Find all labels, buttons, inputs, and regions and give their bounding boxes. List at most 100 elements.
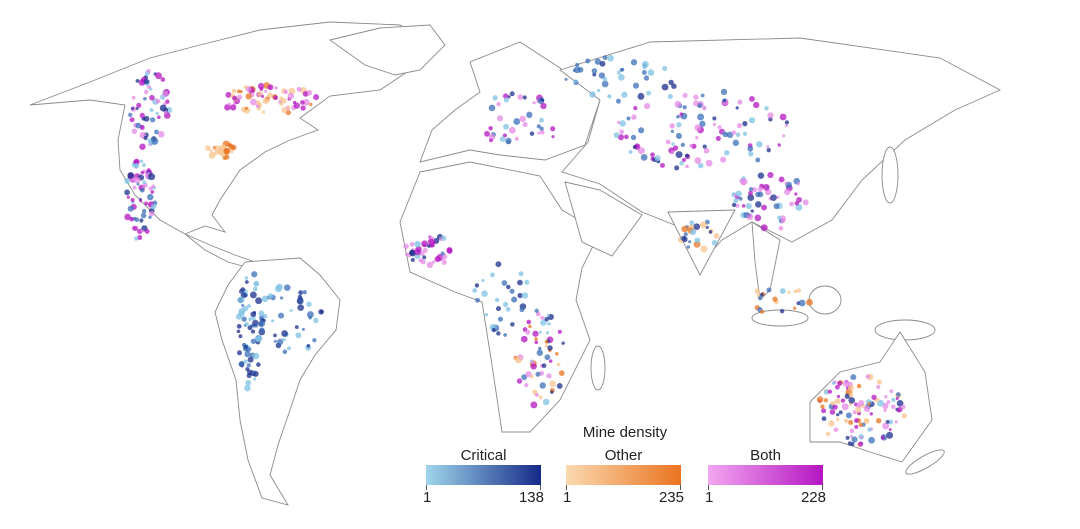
mine-density-dot	[244, 280, 249, 284]
mine-density-dot	[301, 327, 305, 331]
mine-density-dot	[247, 356, 254, 363]
mine-density-dot	[127, 205, 134, 212]
mine-density-dot	[705, 225, 709, 230]
mine-density-dot	[133, 162, 140, 169]
mine-density-dot	[243, 85, 248, 90]
mine-density-dot	[900, 404, 906, 410]
mine-density-dot	[519, 307, 525, 313]
color-bar	[708, 465, 823, 485]
mine-density-dot	[798, 299, 806, 307]
mine-density-dot	[820, 404, 825, 409]
mine-density-dot	[667, 94, 673, 100]
mine-density-dot	[540, 316, 545, 320]
mine-density-dot	[253, 377, 257, 381]
mine-density-dot	[126, 195, 130, 199]
mine-density-dot	[847, 385, 854, 392]
mine-density-dot	[525, 371, 532, 378]
mine-density-dot	[518, 271, 524, 277]
mine-density-dot	[514, 136, 519, 141]
mine-density-dot	[491, 328, 496, 333]
mine-density-dot	[836, 413, 840, 417]
mine-density-dot	[139, 143, 146, 151]
mine-density-dot	[544, 339, 549, 344]
mine-density-dot	[840, 398, 846, 403]
mine-density-dot	[845, 412, 852, 419]
mine-density-dot	[135, 122, 142, 129]
mine-density-dot	[702, 144, 707, 149]
mine-density-dot	[320, 310, 324, 314]
mine-density-dot	[230, 104, 237, 111]
mine-density-dot	[575, 62, 580, 67]
new-zealand	[905, 449, 945, 475]
mine-density-dot	[414, 248, 421, 256]
mine-density-dot	[137, 228, 143, 234]
legend-min: 1	[705, 489, 714, 506]
mine-density-dot	[231, 88, 237, 94]
mine-density-dot	[260, 94, 265, 98]
mine-density-dot	[262, 97, 269, 105]
mine-density-dot	[745, 202, 752, 210]
mine-density-dot	[144, 201, 149, 206]
mine-density-dot	[539, 126, 544, 131]
mine-density-dot	[793, 289, 798, 294]
mine-density-dot	[628, 150, 633, 154]
mine-density-dot	[806, 298, 813, 306]
mine-density-dot	[901, 413, 907, 419]
mine-density-dot	[770, 194, 777, 201]
mine-density-dot	[731, 130, 737, 136]
mine-density-dot	[633, 106, 638, 111]
mine-density-dot	[789, 201, 794, 207]
mine-density-dot	[816, 396, 824, 403]
mine-density-dot	[863, 405, 871, 413]
mine-density-dot	[313, 317, 319, 324]
mine-density-dot	[274, 86, 278, 90]
mine-density-dot	[591, 68, 598, 74]
mine-density-dot	[517, 292, 523, 299]
mine-density-dot	[787, 290, 791, 294]
mine-density-dot	[875, 418, 882, 424]
mine-density-dot	[250, 291, 257, 299]
mine-density-dot	[259, 327, 265, 333]
mine-density-dot	[689, 220, 695, 226]
mine-density-dot	[150, 203, 157, 210]
indonesia-1	[751, 309, 809, 327]
mine-density-dot	[264, 89, 268, 93]
mine-density-dot	[680, 142, 685, 148]
mine-density-dot	[557, 329, 562, 334]
mine-density-dot	[699, 120, 706, 127]
mine-density-dot	[236, 329, 241, 334]
mine-density-dot	[519, 115, 526, 123]
mine-density-dot	[524, 279, 530, 285]
mine-density-dot	[244, 322, 249, 327]
mine-density-dot	[863, 418, 870, 424]
mine-density-dot	[149, 94, 155, 101]
mine-density-dot	[236, 94, 243, 100]
mine-density-dot	[556, 382, 563, 389]
mine-density-dot	[258, 102, 262, 106]
mine-density-dot	[149, 108, 154, 113]
mine-density-dot	[694, 157, 702, 164]
mine-density-dot	[594, 58, 601, 65]
indonesia-2	[808, 285, 842, 315]
mine-density-dot	[784, 181, 788, 185]
mine-density-dot	[662, 65, 668, 71]
mine-density-dot	[255, 335, 263, 342]
mine-density-dot	[146, 168, 151, 173]
mine-density-dot	[154, 129, 159, 135]
mine-density-dot	[283, 284, 291, 291]
mine-density-dot	[140, 170, 145, 175]
mine-density-dot	[876, 399, 884, 407]
legend-other: Other 1 235	[563, 447, 684, 506]
mine-density-dot	[848, 397, 856, 404]
mine-density-dot	[300, 100, 305, 105]
mine-density-dot	[306, 301, 312, 307]
mine-density-dot	[536, 124, 541, 129]
mine-density-dot	[757, 186, 763, 193]
mine-density-dot	[143, 115, 150, 122]
mine-density-dot	[689, 143, 693, 148]
mine-density-dot	[713, 233, 720, 239]
mine-density-dot	[596, 88, 601, 93]
mine-density-dot	[262, 313, 268, 319]
mine-density-dot	[681, 225, 688, 233]
mine-density-dot	[503, 123, 510, 130]
